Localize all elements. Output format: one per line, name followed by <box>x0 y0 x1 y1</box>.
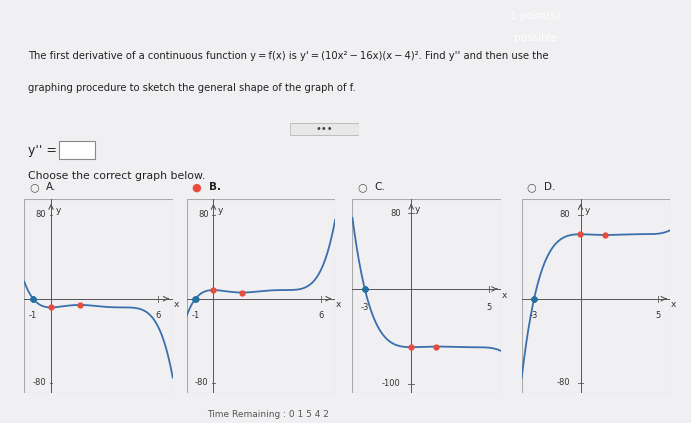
Text: graphing procedure to sketch the general shape of the graph of f.: graphing procedure to sketch the general… <box>28 83 355 93</box>
Text: The first derivative of a continuous function y = f(x) is y' = (10x² − 16x)(x − : The first derivative of a continuous fun… <box>28 51 548 61</box>
Text: 1 point(s): 1 point(s) <box>511 11 560 21</box>
Bar <box>352 199 501 393</box>
Text: -1: -1 <box>191 311 200 320</box>
Text: ○: ○ <box>29 182 39 192</box>
Text: ○: ○ <box>357 182 367 192</box>
Text: -80: -80 <box>195 378 209 387</box>
Text: y: y <box>55 206 61 215</box>
Text: 5: 5 <box>486 302 491 312</box>
Text: -3: -3 <box>530 311 538 320</box>
Text: Time Remaining : 0 1 5 4 2: Time Remaining : 0 1 5 4 2 <box>207 410 329 419</box>
Text: -80: -80 <box>556 378 570 387</box>
Text: 80: 80 <box>198 210 209 219</box>
Text: x: x <box>173 300 179 309</box>
Text: •••: ••• <box>316 124 334 135</box>
Text: A.: A. <box>46 182 57 192</box>
Text: -100: -100 <box>382 379 401 388</box>
Text: 80: 80 <box>35 210 46 219</box>
Text: x: x <box>502 291 507 300</box>
Text: 5: 5 <box>655 311 661 320</box>
Bar <box>522 199 670 393</box>
Text: y: y <box>585 206 589 215</box>
Text: x: x <box>671 300 676 309</box>
Text: Choose the correct graph below.: Choose the correct graph below. <box>28 171 205 181</box>
Text: -1: -1 <box>29 311 37 320</box>
Text: 6: 6 <box>155 311 161 320</box>
Bar <box>187 199 335 393</box>
Text: -3: -3 <box>361 302 369 312</box>
Text: D.: D. <box>544 182 555 192</box>
Bar <box>24 199 173 393</box>
Text: B.: B. <box>209 182 220 192</box>
FancyBboxPatch shape <box>290 124 359 135</box>
Text: y: y <box>218 206 223 215</box>
Text: 80: 80 <box>390 209 401 217</box>
Text: 6: 6 <box>318 311 323 320</box>
Text: y: y <box>415 205 420 214</box>
Text: ○: ○ <box>527 182 536 192</box>
Text: possible: possible <box>514 33 557 43</box>
Text: -80: -80 <box>32 378 46 387</box>
Text: 80: 80 <box>559 210 570 219</box>
Text: C.: C. <box>375 182 386 192</box>
Text: y'' =: y'' = <box>28 144 57 157</box>
Text: x: x <box>336 300 341 309</box>
Text: ●: ● <box>191 182 201 192</box>
FancyBboxPatch shape <box>59 141 95 159</box>
